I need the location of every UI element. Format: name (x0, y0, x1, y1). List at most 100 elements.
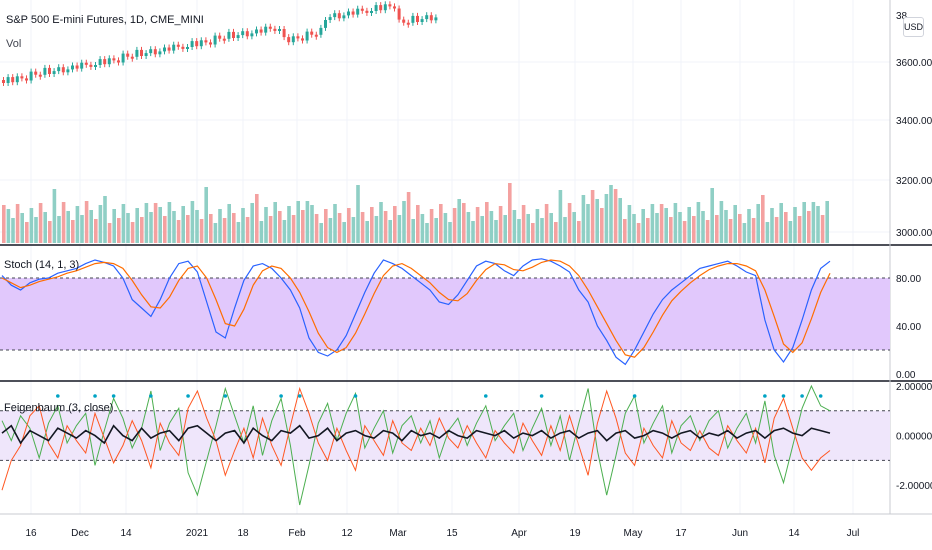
volume-bar (84, 201, 89, 243)
volume-bar (11, 218, 15, 243)
volume-bar (664, 208, 668, 243)
volume-bar (673, 203, 678, 243)
volume-bar (600, 208, 604, 243)
volume-bar (512, 210, 517, 243)
volume-bar (784, 212, 788, 243)
currency-badge[interactable]: USD (903, 17, 924, 37)
volume-bar (282, 220, 287, 243)
volume-bar (402, 201, 406, 243)
candle-body (328, 17, 332, 20)
candle-body (434, 17, 438, 21)
candle-body (34, 71, 38, 75)
volume-bar (540, 218, 544, 243)
volume-bar (425, 223, 429, 243)
volume-bar (416, 205, 420, 243)
time-axis-tick: Mar (389, 528, 407, 539)
feigenbaum-line-black (1, 424, 831, 445)
candle-body (163, 47, 166, 52)
volume-bar (107, 223, 112, 243)
volume-bar (761, 195, 765, 243)
candle-body (333, 13, 337, 18)
candle-body (374, 5, 378, 11)
volume-bar (655, 213, 659, 243)
candle-body (301, 38, 304, 41)
volume-bar (314, 214, 319, 243)
volume-bar (567, 203, 572, 243)
time-axis-tick: Feb (288, 528, 306, 539)
volume-bar (195, 210, 199, 243)
candle-body (57, 67, 61, 72)
candle-body (397, 8, 401, 20)
candle-body (66, 69, 70, 73)
candle-body (167, 47, 171, 51)
volume-bar (816, 206, 820, 243)
volume-bar (319, 223, 323, 243)
volume-bar (15, 204, 20, 243)
volume-bar (25, 222, 29, 243)
volume-bar (61, 202, 66, 243)
volume-bar (71, 220, 75, 243)
volume-bar (259, 221, 264, 243)
volume-bar (797, 216, 802, 243)
volume-bar (756, 204, 760, 243)
volume-bar (774, 217, 779, 243)
volume-bar (29, 208, 34, 243)
candle-body (6, 77, 10, 83)
candle-body (268, 26, 272, 29)
stoch-indicator-label[interactable]: Stoch (14, 1, 3) (4, 259, 80, 271)
volume-bar (466, 212, 471, 243)
volume-bar (324, 209, 328, 243)
volume-bar (163, 216, 167, 243)
volume-bar (383, 211, 388, 243)
time-axis-tick: 14 (788, 528, 800, 539)
time-axis-tick: 14 (120, 528, 132, 539)
candle-body (135, 49, 139, 57)
candle-body (213, 35, 217, 45)
volume-bar (126, 213, 130, 243)
candle-body (250, 33, 254, 37)
time-axis-tick: 15 (446, 528, 458, 539)
feigenbaum-signal-dot (781, 394, 786, 398)
volume-label[interactable]: Vol (6, 38, 22, 50)
feigenbaum-signal-dot (56, 394, 60, 398)
candle-body (103, 59, 107, 65)
feigenbaum-signal-dot (539, 394, 544, 398)
candle-body (324, 20, 327, 28)
volume-bar (494, 220, 498, 243)
candle-body (144, 53, 148, 56)
volume-bar (43, 212, 47, 243)
volume-bar (669, 217, 673, 243)
feigenbaum-signal-dot (483, 394, 488, 398)
volume-bar (595, 199, 599, 243)
volume-bar (333, 204, 337, 243)
candle-body (360, 8, 364, 11)
candle-body (383, 4, 387, 11)
volume-bar (475, 207, 480, 243)
candle-body (89, 64, 93, 67)
candle-body (61, 67, 65, 73)
volume-bar (347, 208, 351, 243)
volume-bar (641, 209, 645, 243)
candle-body (287, 37, 291, 43)
volume-bar (586, 204, 590, 243)
candle-body (20, 76, 24, 79)
volume-bar (406, 192, 411, 243)
feigenbaum-indicator-label[interactable]: Feigenbaum (3, close) (4, 402, 114, 414)
volume-bar (517, 219, 521, 243)
volume-bar (503, 215, 507, 243)
volume-bar (563, 217, 567, 243)
volume-bar (204, 187, 208, 243)
time-axis-tick: May (624, 528, 643, 539)
feigenbaum-signal-dot (353, 394, 358, 398)
candle-body (176, 44, 180, 47)
feigenbaum-signal-dot (93, 394, 97, 398)
volume-bar (2, 205, 6, 243)
candle-body (48, 67, 51, 74)
volume-bar (788, 221, 793, 243)
symbol-title[interactable]: S&P 500 E-mini Futures, 1D, CME_MINI (6, 14, 204, 26)
volume-bar (296, 201, 300, 243)
volume-bar (181, 206, 185, 243)
